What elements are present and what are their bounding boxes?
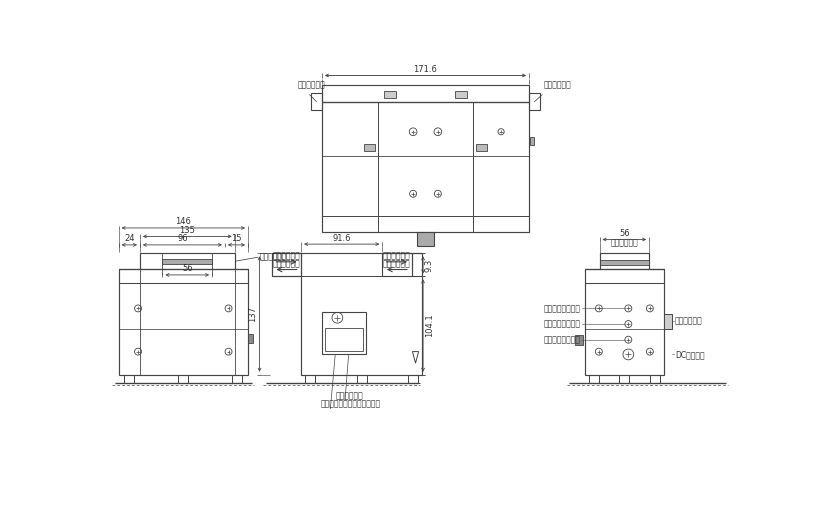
Bar [382, 253, 412, 277]
Text: 171.6: 171.6 [413, 65, 438, 74]
Text: カード投入部: カード投入部 [260, 253, 287, 262]
Text: 警報ランプ（赤）: 警報ランプ（赤） [543, 335, 580, 344]
Text: 除菌後カード: 除菌後カード [273, 252, 301, 261]
Bar [384, 91, 396, 98]
Bar [272, 253, 302, 277]
Text: 除菌液トレーセットハンドル: 除菌液トレーセットハンドル [320, 399, 381, 409]
Bar [322, 85, 529, 102]
Polygon shape [412, 352, 418, 363]
Bar [364, 144, 375, 151]
Bar [322, 311, 366, 354]
Bar [575, 335, 583, 345]
Text: 96: 96 [177, 235, 187, 243]
Text: 9.3: 9.3 [424, 258, 433, 271]
Bar [417, 232, 434, 245]
Bar [140, 253, 234, 269]
Text: 電源ランプ（緑）: 電源ランプ（緑） [543, 304, 580, 313]
Bar [476, 144, 487, 151]
Text: 電源スイッチ: 電源スイッチ [675, 317, 703, 326]
Text: 15: 15 [231, 235, 242, 243]
Bar [600, 259, 649, 265]
Text: DCジャック: DCジャック [675, 350, 705, 359]
Bar [600, 253, 649, 269]
Text: 動作ランプ（橙）: 動作ランプ（橙） [543, 320, 580, 329]
Bar [664, 314, 672, 329]
Text: 137: 137 [249, 306, 257, 322]
Text: 動作用センサ: 動作用センサ [543, 81, 571, 89]
Text: 91.6: 91.6 [333, 233, 351, 242]
Text: 104.1: 104.1 [424, 314, 433, 337]
Text: 56: 56 [619, 229, 630, 238]
Text: 除菌前カード: 除菌前カード [383, 259, 411, 268]
Bar [529, 93, 540, 110]
Text: 除菌前カード: 除菌前カード [273, 259, 301, 268]
Bar [302, 253, 423, 375]
Bar [325, 328, 364, 351]
Bar [585, 269, 664, 375]
Bar [454, 91, 467, 98]
Text: 146: 146 [176, 217, 192, 226]
Text: 除菌後カード: 除菌後カード [383, 252, 411, 261]
Text: カード投入口: カード投入口 [611, 238, 638, 247]
Text: 135: 135 [179, 226, 195, 235]
Bar [162, 259, 212, 264]
Text: 動作用センサ: 動作用センサ [297, 81, 325, 89]
Bar [311, 93, 322, 110]
Bar [530, 137, 533, 145]
Bar [248, 334, 254, 343]
Text: 除菌液トレー: 除菌液トレー [336, 391, 364, 400]
Text: 56: 56 [182, 264, 192, 274]
Bar [118, 269, 248, 375]
Bar [322, 102, 529, 232]
Text: 24: 24 [124, 235, 134, 243]
